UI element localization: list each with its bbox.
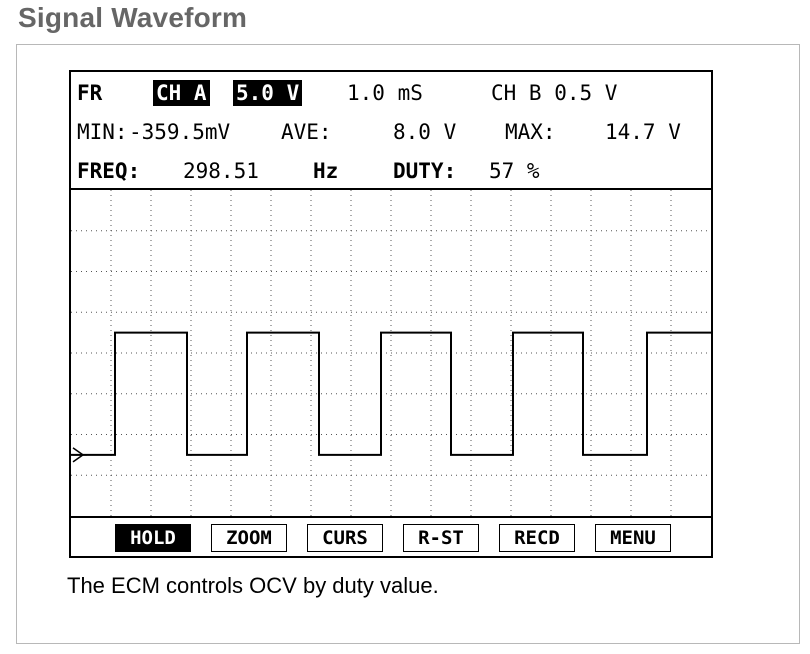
waveform-display (71, 190, 711, 516)
freq-label: FREQ: (77, 159, 141, 183)
channel-a-selector[interactable]: CH A (153, 80, 210, 106)
zoom-button[interactable]: ZOOM (211, 524, 287, 552)
channel-a-volts-div[interactable]: 5.0 V (233, 80, 303, 106)
hold-button[interactable]: HOLD (115, 524, 191, 552)
channel-b-volts-div: CH B 0.5 V (491, 81, 618, 105)
page-title: Signal Waveform (18, 2, 248, 33)
record-button[interactable]: RECD (499, 524, 575, 552)
cursor-button[interactable]: CURS (307, 524, 383, 552)
duty-label: DUTY: (393, 159, 457, 183)
ground-reference-marker (72, 447, 87, 463)
graticule-grid (71, 190, 711, 516)
waveform-trace (71, 331, 711, 456)
ave-value: 8.0 V (393, 120, 457, 144)
mode-indicator: FR (77, 81, 103, 105)
min-value: -359.5mV (129, 120, 231, 144)
max-value: 14.7 V (605, 120, 681, 144)
timebase: 1.0 mS (347, 81, 423, 105)
scope-info-panel: FR CH A 5.0 V 1.0 mS CH B 0.5 V MIN: -35… (71, 72, 711, 190)
oscilloscope-screen: FR CH A 5.0 V 1.0 mS CH B 0.5 V MIN: -35… (69, 70, 713, 558)
waveform-plot (71, 190, 711, 516)
freq-value: 298.51 (183, 159, 259, 183)
ground-arrow-icon (72, 447, 87, 463)
max-label: MAX: (505, 120, 556, 144)
figure-caption: The ECM controls OCV by duty value. (67, 573, 439, 598)
ave-label: AVE: (281, 120, 332, 144)
reset-button[interactable]: R-ST (403, 524, 479, 552)
freq-unit: Hz (313, 159, 339, 183)
menu-button[interactable]: MENU (595, 524, 671, 552)
duty-value: 57 % (489, 159, 540, 183)
min-label: MIN: (77, 120, 128, 144)
softkey-bar: HOLD ZOOM CURS R-ST RECD MENU (71, 516, 711, 556)
